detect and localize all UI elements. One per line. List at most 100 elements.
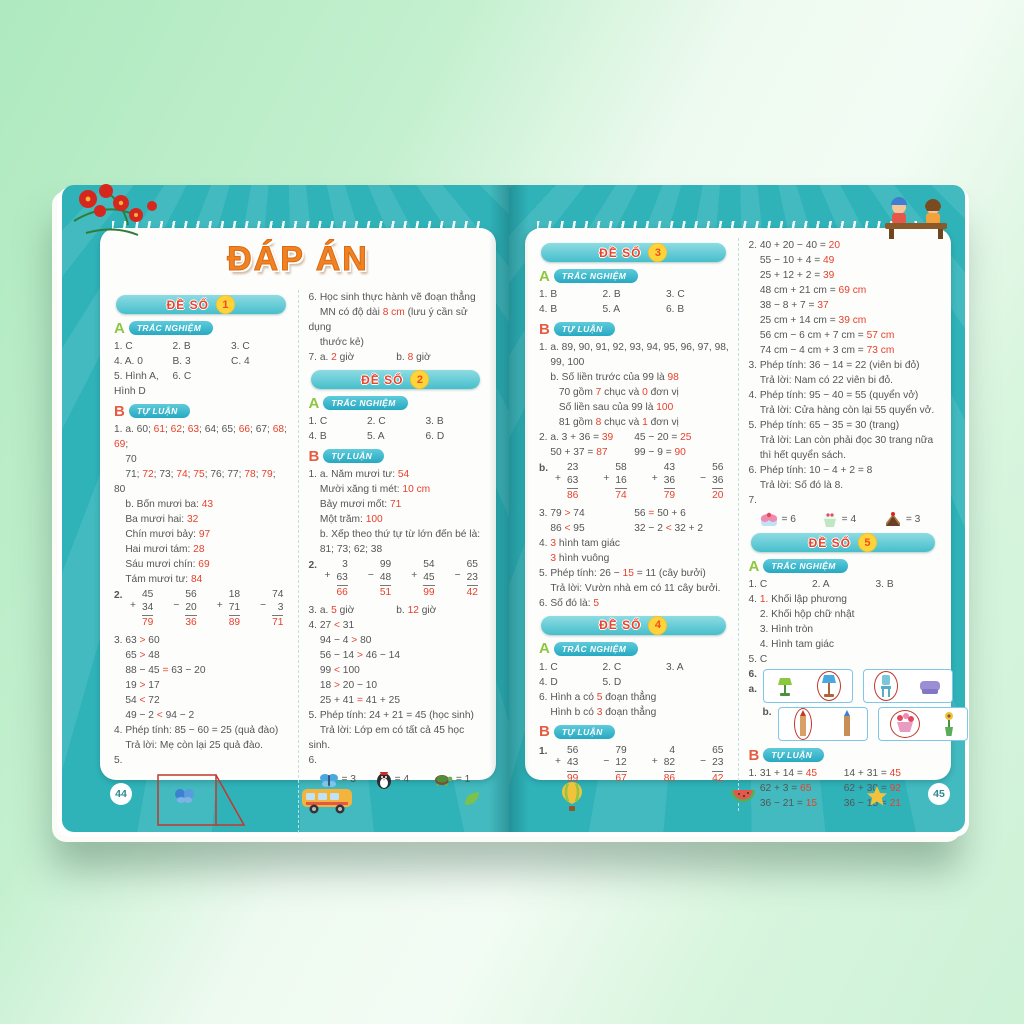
penguin-equation: = 4 xyxy=(376,771,427,789)
answer-line: 1. a. 60; 61; 62; 63; 64; 65; 66; 67; 68… xyxy=(114,424,290,450)
pink-cake-equation: = 6 xyxy=(759,511,815,528)
object-box-flowers xyxy=(877,707,968,741)
answer-line: Chín mươi bảy: 97 xyxy=(114,529,211,540)
answer-line: 88 − 45 = 63 − 20 xyxy=(114,664,206,676)
answer-row: 1. C 2. C 3. A xyxy=(539,661,684,673)
tu-luan-heading: B TỰ LUẬN xyxy=(749,747,940,763)
answer-line: b. Xếp theo thứ tự từ lớn đến bé là: xyxy=(308,529,481,540)
de4-column-arithmetic-row: 1. +56 43 99−79 12 67 +4 82 86−65 23 42 xyxy=(539,743,730,789)
column-arithmetic-problem: −56 20 36 xyxy=(173,589,197,628)
object-box-lamps xyxy=(763,669,853,703)
hot-air-balloon-icon xyxy=(562,782,582,811)
answer-row: 4. D 5. D xyxy=(539,676,622,688)
de3-column-arithmetic-row: b. +23 63 86 +58 16 74 +43 36 79−56 36 20 xyxy=(539,460,730,506)
answer-line: Số liền sau của 99 là 100 xyxy=(539,402,674,413)
answer-line: Hai mươi tám: 28 xyxy=(114,544,205,555)
answer-line: 4. Hình tam giác xyxy=(748,639,835,650)
section-number-badge: 1 xyxy=(215,295,235,314)
trac-nghiem-heading: A TRẮC NGHIỆM xyxy=(539,268,730,284)
answer-line: 4. 3 hình tam giác xyxy=(539,537,620,549)
de5-item6b: b. xyxy=(749,705,968,743)
de2-tu-luan-part1: 1. a. Năm mươi tư: 54 Mười xăng ti mét: … xyxy=(309,467,485,557)
right-page-column-1: ĐỀ SỐ 3 A TRẮC NGHIỆM 1. B 2. B 3. C 4. B 5.… xyxy=(539,238,730,811)
flower-decoration xyxy=(73,184,157,236)
de1-items-6-7: 6. Học sinh thực hành vẽ đoạn thẳng MN c… xyxy=(309,290,485,365)
answer-line: 5. xyxy=(114,754,123,766)
answer-line: 56 − 14 > 46 − 14 xyxy=(308,649,400,661)
section-number-badge: 2 xyxy=(410,370,430,389)
answer-line: Trả lời: Lớp em có tất cả 45 học sinh. xyxy=(308,724,468,751)
left-page-column-1: ĐỀ SỐ 1 A TRẮC NGHIỆM 1. C 2. B 3. C 4. A. … xyxy=(114,290,290,833)
column-arithmetic-problem: −79 12 67 xyxy=(603,744,627,784)
answer-line: Trả lời: Vườn nhà em có 11 cây bưởi. xyxy=(539,582,721,594)
de4-picture-equations: = 6 = 4 xyxy=(759,511,940,528)
column-arithmetic-problem: +56 43 99 xyxy=(555,744,579,784)
answer-line: b. Số liền trước của 99 là 98 xyxy=(539,372,679,383)
answer-row: 3. 79 > 74 56 = 50 + 6 xyxy=(539,507,686,519)
flower-basket-icon xyxy=(896,713,914,732)
section-number-badge: 3 xyxy=(648,243,668,262)
answer-row: 1. C 2. A 3. B xyxy=(748,579,894,590)
column-arithmetic-problem: −74 3 71 xyxy=(260,589,284,628)
penguin-icon xyxy=(376,771,391,789)
section-number-badge: 4 xyxy=(648,615,668,635)
answer-row: 7. a. 2 giờ b. 8 giờ xyxy=(308,352,431,363)
de2-column-arithmetic-row: 2. +3 63 66−99 48 51 +54 45 99−65 23 42 xyxy=(309,557,485,603)
de4-trac-nghiem-answers: 1. C 2. C 3. A 4. D 5. D xyxy=(539,660,730,690)
de1-tu-luan-part2: 3. 63 > 60 65 > 48 88 − 45 = 63 − 20 19 … xyxy=(114,633,290,768)
answer-line: Sáu mươi chín: 69 xyxy=(114,559,210,570)
answer-line: Trả lời: Số đó là 8. xyxy=(748,480,844,491)
section-header-de-so-4: ĐỀ SỐ 4 xyxy=(541,615,726,635)
answer-line: Trả lời: Lan còn phải đọc 30 trang nữa xyxy=(748,435,934,446)
column-arithmetic-problem: −99 48 51 xyxy=(367,559,392,598)
answer-line: 5. Phép tính: 24 + 21 = 45 (học sinh) xyxy=(308,709,474,721)
answer-line: 99 < 100 xyxy=(308,664,360,676)
answer-line: 2. 40 + 20 − 40 = 20 xyxy=(748,240,841,251)
left-page-column-2: 6. Học sinh thực hành vẽ đoạn thẳng MN c… xyxy=(297,290,485,833)
answer-line: 49 − 2 < 94 − 2 xyxy=(114,709,195,721)
answer-row: 5. Hình A, Hình D 6. C xyxy=(114,371,192,397)
circled-flower-basket xyxy=(889,710,920,738)
answer-line: 4. Phép tính: 95 − 40 = 55 (quyển vở) xyxy=(748,390,919,401)
right-page-column-2: 2. 40 + 20 − 40 = 20 55 − 10 + 4 = 49 25… xyxy=(737,238,968,811)
answer-line: 70 xyxy=(114,454,137,465)
answer-row: 1. B 2. B 3. C xyxy=(539,289,685,300)
column-arithmetic-problem: +45 34 79 xyxy=(130,589,154,628)
answer-row: 1. 31 + 14 = 45 14 + 31 = 45 xyxy=(748,768,901,779)
object-box-towers xyxy=(777,707,868,741)
answer-row: 62 + 3 = 65 62 + 30 = 92 xyxy=(748,783,901,794)
de3-tu-luan-part2: 3. 79 > 74 56 = 50 + 6 86 < 95 32 − 2 < 32… xyxy=(539,506,730,611)
answer-line: 94 − 4 > 80 xyxy=(308,634,372,646)
trac-nghiem-heading: A TRẮC NGHIỆM xyxy=(114,320,290,336)
answer-line: 25 + 12 + 2 = 39 xyxy=(748,270,835,281)
blue-butterfly-icon xyxy=(175,789,194,803)
turtle-icon xyxy=(434,775,453,786)
cupcake-icon xyxy=(823,513,836,527)
answer-line: 56 cm − 6 cm + 7 cm = 57 cm xyxy=(748,330,895,341)
green-lamp-icon xyxy=(777,678,792,696)
answer-line: 48 cm + 21 cm = 69 cm xyxy=(748,285,867,296)
pink-cake-icon xyxy=(760,512,777,526)
right-page-panel: ĐỀ SỐ 3 A TRẮC NGHIỆM 1. B 2. B 3. C 4. B 5.… xyxy=(525,221,968,811)
answer-line: 6. Học sinh thực hành vẽ đoạn thẳng xyxy=(308,292,476,303)
answer-line: 25 + 41 = 41 + 25 xyxy=(308,694,400,706)
trac-nghiem-heading: A TRẮC NGHIỆM xyxy=(749,558,940,574)
tu-luan-heading: B TỰ LUẬN xyxy=(309,448,485,464)
answer-line: b. Bốn mươi ba: 43 xyxy=(114,499,214,510)
chair-icon xyxy=(881,675,891,697)
answer-line: Một trăm: 100 xyxy=(308,514,383,525)
column-arithmetic-problem: −65 23 42 xyxy=(454,559,478,598)
trac-nghiem-heading: A TRẮC NGHIỆM xyxy=(539,641,730,657)
answer-line: 4. Phép tính: 85 − 60 = 25 (quả đào) xyxy=(114,724,279,736)
de3-trac-nghiem-answers: 1. B 2. B 3. C 4. B 5. A 6. B xyxy=(539,287,730,317)
answer-row: 86 < 95 32 − 2 < 32 + 2 xyxy=(539,522,704,534)
school-bus-icon xyxy=(302,789,352,814)
answer-line: Trả lời: Nam có 22 viên bi đỏ. xyxy=(748,375,893,386)
column-arithmetic-problem: +54 45 99 xyxy=(411,559,435,598)
tu-luan-heading: B TỰ LUẬN xyxy=(539,724,730,740)
answer-line: 2. Khối hộp chữ nhật xyxy=(748,609,855,620)
tu-luan-heading: B TỰ LUẬN xyxy=(539,321,730,337)
answer-row: 4. B 5. A 6. D xyxy=(308,431,445,442)
de1-trac-nghiem-answers: 1. C 2. B 3. C 4. A. 0 B. 3 C. 4 5. Hình A, Hì… xyxy=(114,339,290,399)
circled-chair xyxy=(874,671,898,701)
